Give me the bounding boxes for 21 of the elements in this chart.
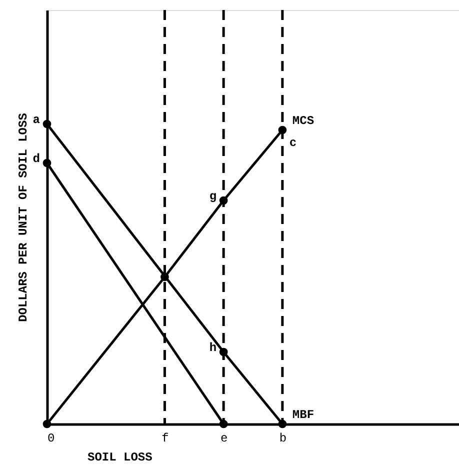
series-label: MCS xyxy=(292,114,314,128)
point xyxy=(42,120,52,128)
point xyxy=(278,420,287,428)
annotation: g xyxy=(209,190,217,204)
y-axis-title: DOLLARS PER UNIT OF SOIL LOSS xyxy=(16,113,30,322)
point xyxy=(219,420,228,428)
point xyxy=(278,126,287,134)
annotation: d xyxy=(32,152,40,166)
x-tick-label: f xyxy=(162,432,169,446)
x-axis-title: SOIL LOSS xyxy=(88,450,152,464)
annotation: a xyxy=(32,113,40,127)
point xyxy=(42,158,52,168)
x-tick-label: 0 xyxy=(48,432,55,446)
series-label: MBF xyxy=(292,408,314,422)
annotation: c xyxy=(289,136,297,150)
annotation: h xyxy=(209,341,217,355)
point xyxy=(219,348,228,356)
point xyxy=(42,420,52,428)
x-tick-label: e xyxy=(220,432,228,446)
point xyxy=(219,196,228,205)
x-tick-label: b xyxy=(279,432,287,446)
